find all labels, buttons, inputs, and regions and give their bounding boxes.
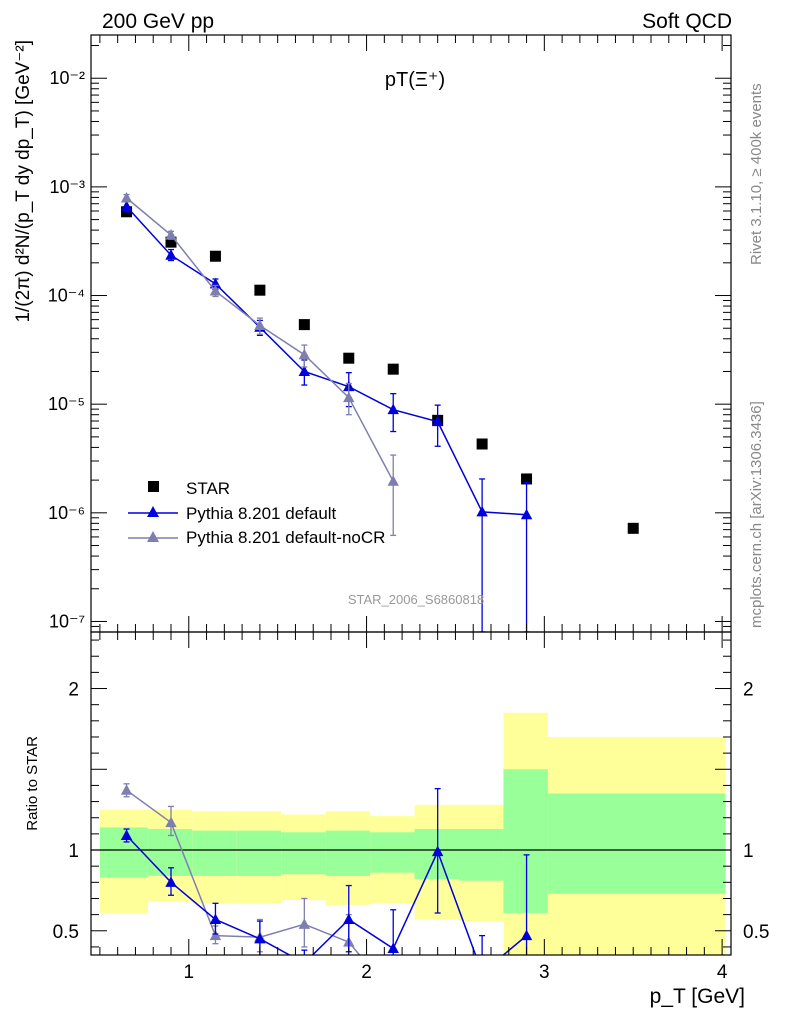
point-2-5 (343, 391, 355, 403)
xtick-label-3: 4 (717, 962, 728, 983)
ratio-point-0-7 (431, 845, 444, 857)
star-point-4 (298, 319, 310, 331)
star-point-1 (165, 236, 177, 248)
legend-label-star: STAR (186, 479, 230, 498)
ratio-point-0-6 (387, 942, 399, 954)
ratio-ytick-label-left-0: 0.5 (53, 922, 79, 943)
band-inner-8 (459, 829, 504, 881)
star-point-6 (387, 363, 399, 375)
legend-label-default: Pythia 8.201 default (186, 504, 337, 523)
legend-label-nocr: Pythia 8.201 default-noCR (186, 528, 385, 547)
point-1-1 (165, 249, 177, 260)
main-ytick-label-3: 10⁻⁴ (48, 286, 85, 306)
tick-labels: 10⁻⁷ 10⁻⁶ 10⁻⁵ 10⁻⁴ 10⁻³ 10⁻² 0.5 0.5 1 1 2 2 1 2 3 4 (48, 68, 770, 983)
ratio-point-0-5 (343, 913, 355, 924)
mcplots-reference: mcplots.cern.ch [arXiv:1306.3436] (748, 401, 765, 628)
star-point-3 (254, 284, 266, 296)
legend-marker-star (148, 481, 159, 492)
ratio-uncertainty-bands (99, 712, 726, 955)
ratio-point-0-4 (299, 957, 310, 968)
rivet-version: Rivet 3.1.10, ≥ 400k events (748, 83, 765, 265)
legend: STAR Pythia 8.201 default Pythia 8.201 d… (128, 479, 385, 547)
header-right: Soft QCD (642, 10, 732, 33)
band-inner-3 (236, 830, 282, 876)
ratio-point-0-9 (520, 929, 533, 941)
ratio-ytick-label-right-0: 0.5 (743, 922, 769, 943)
star-point-8 (476, 438, 488, 450)
main-ytick-label-5: 10⁻² (49, 68, 85, 88)
band-inner-9 (503, 769, 548, 914)
band-inner-4 (281, 832, 326, 875)
ratio-series (120, 783, 533, 1000)
star-point-10 (627, 522, 639, 534)
ratio-point-1-0 (120, 784, 133, 795)
ratio-point-1-1 (165, 816, 177, 828)
ratio-line-0 (126, 834, 528, 955)
main-ytick-label-2: 10⁻⁵ (48, 394, 85, 414)
xtick-label-1: 2 (361, 962, 372, 983)
point-1-4 (298, 365, 311, 376)
main-ytick-label-0: 10⁻⁷ (49, 611, 85, 631)
axis-ticks (91, 35, 731, 955)
xtick-label-2: 3 (539, 962, 550, 983)
ratio-point-0-3 (254, 932, 266, 944)
ratio-point-1-2 (209, 929, 222, 941)
main-ytick-label-4: 10⁻³ (49, 177, 85, 197)
ratio-ytick-label-right-1: 1 (743, 841, 754, 862)
header-left: 200 GeV pp (102, 10, 214, 33)
star-point-9 (521, 473, 533, 485)
point-1-0 (120, 200, 133, 211)
point-2-1 (165, 229, 177, 240)
band-inner-2 (192, 830, 237, 876)
main-series (120, 192, 639, 632)
star-point-2 (209, 250, 221, 262)
main-ytick-label-1: 10⁻⁶ (48, 503, 85, 523)
point-2-0 (120, 192, 133, 203)
point-1-7 (431, 415, 444, 427)
point-1-6 (387, 403, 399, 415)
point-2-6 (387, 475, 399, 486)
point-1-8 (476, 505, 488, 517)
band-inner-6 (370, 832, 415, 873)
watermark: STAR_2006_S6860818 (348, 592, 484, 607)
plot-title: pT(Ξ⁺) (385, 69, 445, 91)
legend-marker-default (147, 506, 159, 517)
ratio-plot-frame (90, 631, 732, 956)
ratio-point-1-4 (298, 918, 311, 929)
y-axis-label-ratio: Ratio to STAR (24, 736, 41, 831)
point-1-9 (520, 508, 533, 520)
series-line-1 (126, 205, 527, 516)
point-2-3 (254, 319, 266, 330)
ratio-point-1-6 (388, 989, 399, 1000)
ratio-ytick-label-left-2: 2 (68, 680, 79, 701)
ratio-point-0-1 (165, 876, 177, 887)
ratio-ytick-label-left-1: 1 (68, 841, 79, 862)
band-inner-10 (547, 793, 726, 894)
point-2-2 (209, 285, 222, 296)
point-2-4 (298, 348, 311, 360)
star-point-5 (343, 352, 355, 364)
y-axis-label-main: 1/(2π) d²N/(p_T dy dp_T) [GeV⁻²] (13, 40, 34, 323)
xtick-label-0: 1 (183, 962, 194, 983)
ratio-point-0-8 (476, 967, 487, 978)
ratio-point-0-2 (209, 913, 222, 924)
ratio-ytick-label-right-2: 2 (743, 680, 754, 701)
band-inner-5 (325, 830, 371, 876)
legend-marker-nocr (147, 531, 159, 542)
x-axis-label: p_T [GeV] (650, 985, 745, 1008)
ratio-point-0-0 (120, 829, 133, 840)
